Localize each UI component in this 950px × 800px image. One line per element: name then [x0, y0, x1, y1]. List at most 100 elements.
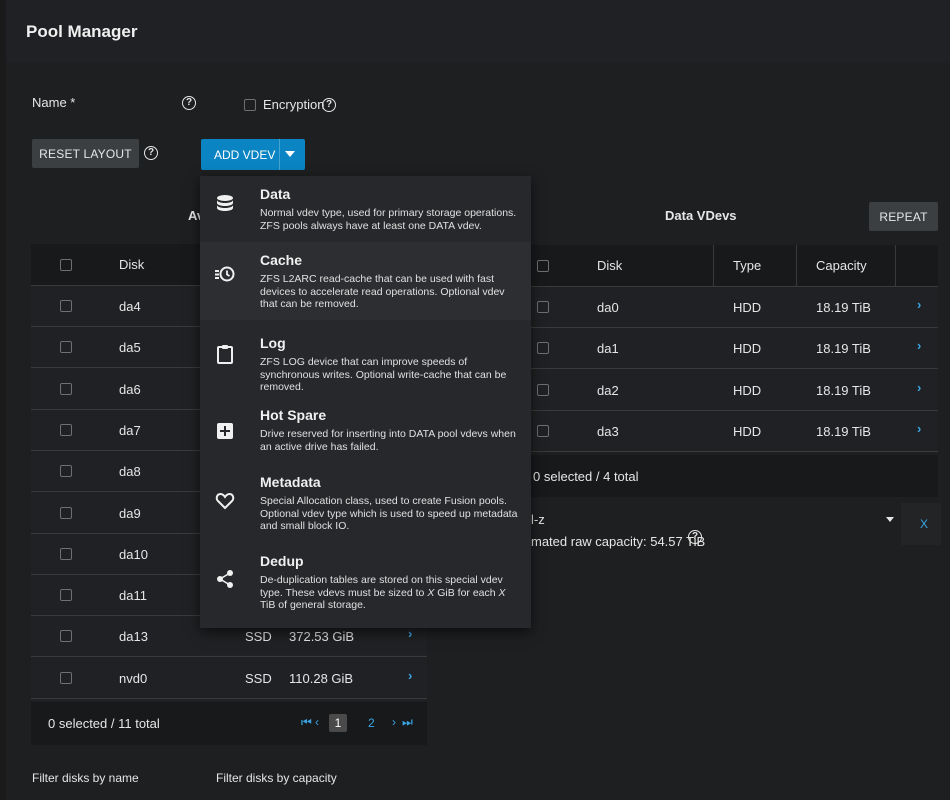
table-row[interactable]: da3 HDD 18.19 TiB › — [519, 410, 938, 452]
disk-capacity: 18.19 TiB — [816, 300, 871, 315]
disk-capacity: 18.19 TiB — [816, 382, 871, 398]
share-icon — [217, 570, 233, 588]
row-checkbox[interactable] — [537, 383, 549, 396]
menu-item-cache[interactable]: Cache ZFS L2ARC read-cache that can be u… — [200, 242, 531, 320]
plus-box-icon — [217, 423, 233, 439]
row-checkbox[interactable] — [537, 424, 549, 437]
row-checkbox[interactable] — [60, 671, 72, 684]
dedup-desc-part: De-duplication tables are stored on this… — [260, 574, 503, 599]
page-1-button[interactable]: 1 — [329, 714, 347, 732]
filter-by-capacity-label: Filter disks by capacity — [216, 771, 337, 785]
column-disk[interactable]: Disk — [597, 258, 623, 273]
menu-item-data[interactable]: Data Normal vdev type, used for primary … — [200, 176, 531, 242]
reset-layout-button[interactable]: RESET LAYOUT — [32, 139, 139, 168]
database-icon — [217, 195, 233, 211]
row-checkbox[interactable] — [60, 423, 72, 436]
dedup-desc-part: TiB of general storage. — [260, 599, 366, 611]
menu-item-description: ZFS L2ARC read-cache that can be used wi… — [260, 273, 505, 310]
data-vdevs-table-header: Disk Type Capacity — [519, 245, 938, 287]
select-all-available-checkbox[interactable] — [60, 259, 72, 271]
chevron-down-icon[interactable] — [886, 517, 894, 522]
page-2-button[interactable]: 2 — [368, 716, 375, 730]
add-vdev-button[interactable]: ADD VDEV — [201, 139, 305, 170]
add-vdev-label: ADD VDEV — [214, 148, 276, 162]
disk-name: da4 — [119, 299, 141, 314]
column-disk[interactable]: Disk — [119, 257, 145, 272]
row-checkbox[interactable] — [60, 547, 72, 560]
menu-item-title: Metadata — [260, 474, 321, 490]
available-selection-count: 0 selected / 11 total — [48, 716, 160, 731]
menu-item-title: Data — [260, 186, 291, 202]
disk-name: da2 — [597, 382, 619, 398]
row-checkbox[interactable] — [60, 341, 72, 354]
row-checkbox[interactable] — [60, 382, 72, 395]
expand-row-icon[interactable]: › — [408, 667, 413, 683]
page-title: Pool Manager — [26, 22, 138, 41]
disk-type: SSD — [245, 670, 272, 686]
menu-item-dedup[interactable]: Dedup De-duplication tables are stored o… — [200, 542, 531, 628]
disk-capacity: 110.28 GiB — [289, 670, 354, 686]
first-page-icon[interactable]: ⏮ — [301, 715, 312, 729]
table-row[interactable]: da2 HDD 18.19 TiB › — [519, 369, 938, 411]
expand-row-icon[interactable]: › — [917, 420, 922, 436]
name-label: Name * — [32, 95, 76, 110]
menu-item-description: De-duplication tables are stored on this… — [260, 574, 522, 612]
capacity-help-icon[interactable]: ? — [688, 530, 702, 544]
table-row[interactable]: da1 HDD 18.19 TiB › — [519, 328, 938, 370]
expand-row-icon[interactable]: › — [917, 379, 922, 395]
row-checkbox[interactable] — [60, 506, 72, 519]
disk-name: da13 — [119, 629, 148, 645]
encryption-checkbox[interactable] — [244, 99, 256, 111]
row-checkbox[interactable] — [60, 465, 72, 478]
history-icon — [215, 266, 235, 282]
row-checkbox[interactable] — [60, 630, 72, 643]
table-row[interactable]: nvd0 SSD 110.28 GiB › — [31, 657, 427, 699]
row-checkbox[interactable] — [537, 342, 549, 355]
select-all-vdev-checkbox[interactable] — [537, 260, 549, 272]
column-capacity[interactable]: Capacity — [816, 258, 867, 273]
row-checkbox[interactable] — [60, 589, 72, 602]
menu-item-log[interactable]: Log ZFS LOG device that can improve spee… — [200, 320, 531, 398]
prev-page-icon[interactable]: ‹ — [315, 715, 319, 729]
last-page-icon[interactable]: ⏭ — [402, 715, 413, 729]
encryption-help-icon[interactable]: ? — [322, 98, 336, 112]
row-checkbox[interactable] — [60, 300, 72, 312]
dedup-desc-x: X — [498, 586, 506, 599]
disk-name: da9 — [119, 505, 141, 521]
name-help-icon[interactable]: ? — [182, 96, 196, 110]
dedup-desc-x: X — [427, 586, 435, 599]
data-vdevs-title: Data VDevs — [665, 208, 737, 223]
menu-item-hot-spare[interactable]: Hot Spare Drive reserved for inserting i… — [200, 398, 531, 464]
menu-item-description: Normal vdev type, used for primary stora… — [260, 207, 517, 232]
available-table-footer: 0 selected / 11 total ⏮ ‹ 1 2 › ⏭ — [31, 702, 427, 745]
disk-name: da0 — [597, 300, 619, 315]
disk-name: nvd0 — [119, 670, 148, 686]
menu-item-metadata[interactable]: Metadata Special Allocation class, used … — [200, 464, 531, 542]
next-page-icon[interactable]: › — [392, 715, 396, 729]
column-divider — [895, 245, 896, 287]
disk-name: da6 — [119, 381, 141, 397]
menu-item-title: Hot Spare — [260, 407, 327, 423]
remove-vdev-button[interactable]: X — [920, 517, 929, 531]
column-type[interactable]: Type — [733, 258, 762, 273]
menu-item-description: Drive reserved for inserting into DATA p… — [260, 428, 516, 453]
vdev-layout-select[interactable]: l-z — [531, 512, 545, 527]
expand-row-icon[interactable]: › — [408, 626, 413, 642]
reset-layout-help-icon[interactable]: ? — [144, 146, 158, 160]
disk-type: HDD — [733, 341, 762, 357]
repeat-button[interactable]: REPEAT — [869, 202, 938, 231]
disk-type: HDD — [733, 300, 762, 315]
disk-capacity: 18.19 TiB — [816, 423, 871, 439]
menu-item-description: Special Allocation class, used to create… — [260, 495, 518, 532]
menu-item-title: Cache — [260, 252, 303, 268]
dedup-desc-part: GiB for each — [434, 586, 499, 599]
disk-name: da11 — [119, 588, 147, 604]
expand-row-icon[interactable]: › — [917, 297, 922, 312]
expand-row-icon[interactable]: › — [917, 338, 922, 354]
chevron-down-icon[interactable] — [285, 151, 295, 157]
row-checkbox[interactable] — [537, 301, 549, 313]
disk-name: da3 — [597, 423, 619, 439]
add-vdev-menu: Data Normal vdev type, used for primary … — [200, 176, 531, 628]
disk-type: HDD — [733, 382, 762, 398]
table-row[interactable]: da0 HDD 18.19 TiB › — [519, 287, 938, 328]
